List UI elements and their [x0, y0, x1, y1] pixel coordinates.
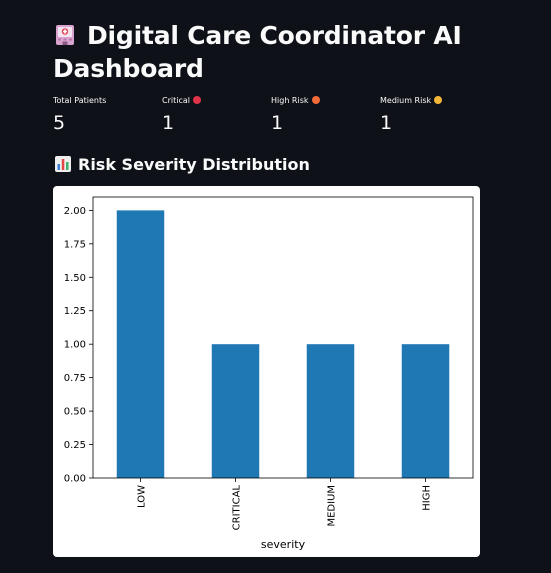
metric-label: Total Patients	[53, 96, 107, 105]
y-tick-label: 1.50	[64, 273, 86, 284]
y-tick-label: 0.25	[64, 440, 86, 451]
orange-circle-icon	[311, 96, 320, 104]
chart-card: LOW CRITICAL MEDIUM HIGH 0.00 0.25 0.50 0.75 1.0…	[53, 186, 480, 557]
hospital-icon	[56, 25, 74, 45]
metric-value: 5	[53, 112, 66, 134]
severity-bar-chart: LOW CRITICAL MEDIUM HIGH 0.00 0.25 0.50 0.75 1.0…	[64, 196, 474, 551]
bar-medium	[306, 344, 355, 478]
metric-value: 1	[380, 112, 393, 134]
y-tick-label: 0.50	[64, 407, 86, 418]
red-circle-icon	[192, 96, 201, 104]
yellow-circle-icon	[434, 96, 443, 104]
metric-label: Medium Risk	[380, 96, 432, 105]
bar-low	[116, 210, 165, 478]
y-tick-label: 0.75	[64, 373, 86, 384]
metrics-row: Total Patients 5 Critical 1 High Risk 1 …	[53, 96, 503, 136]
x-axis-label: severity	[261, 538, 306, 551]
bar-critical	[211, 344, 260, 478]
y-tick-label: 0.00	[64, 474, 86, 485]
metric-medium-risk: Medium Risk 1	[380, 96, 443, 135]
metric-label: High Risk	[271, 96, 309, 105]
x-tick-label: CRITICAL	[232, 485, 243, 531]
y-tick-label: 2.00	[64, 206, 86, 217]
metric-critical: Critical 1	[162, 96, 201, 135]
y-tick-label: 1.25	[64, 306, 86, 317]
metric-total-patients: Total Patients 5	[53, 96, 106, 135]
plot-frame	[92, 196, 474, 479]
x-tick-label: HIGH	[422, 485, 433, 511]
x-tick-label: LOW	[137, 485, 148, 508]
metric-value: 1	[271, 112, 284, 134]
x-tick-label: MEDIUM	[327, 485, 338, 527]
metric-value: 1	[162, 112, 175, 134]
y-tick-label: 1.00	[64, 340, 86, 351]
metric-label: Critical	[162, 96, 190, 105]
bar-high	[401, 344, 450, 478]
section-title-text: Risk Severity Distribution	[78, 155, 310, 174]
metric-high-risk: High Risk 1	[271, 96, 320, 135]
page-title: Digital Care Coordinator AI Dashboard	[53, 19, 523, 85]
bar-chart-icon	[55, 156, 71, 172]
section-title: Risk Severity Distribution	[55, 155, 310, 174]
page-title-text: Digital Care Coordinator AI Dashboard	[53, 21, 462, 83]
y-tick-label: 1.75	[64, 239, 86, 250]
